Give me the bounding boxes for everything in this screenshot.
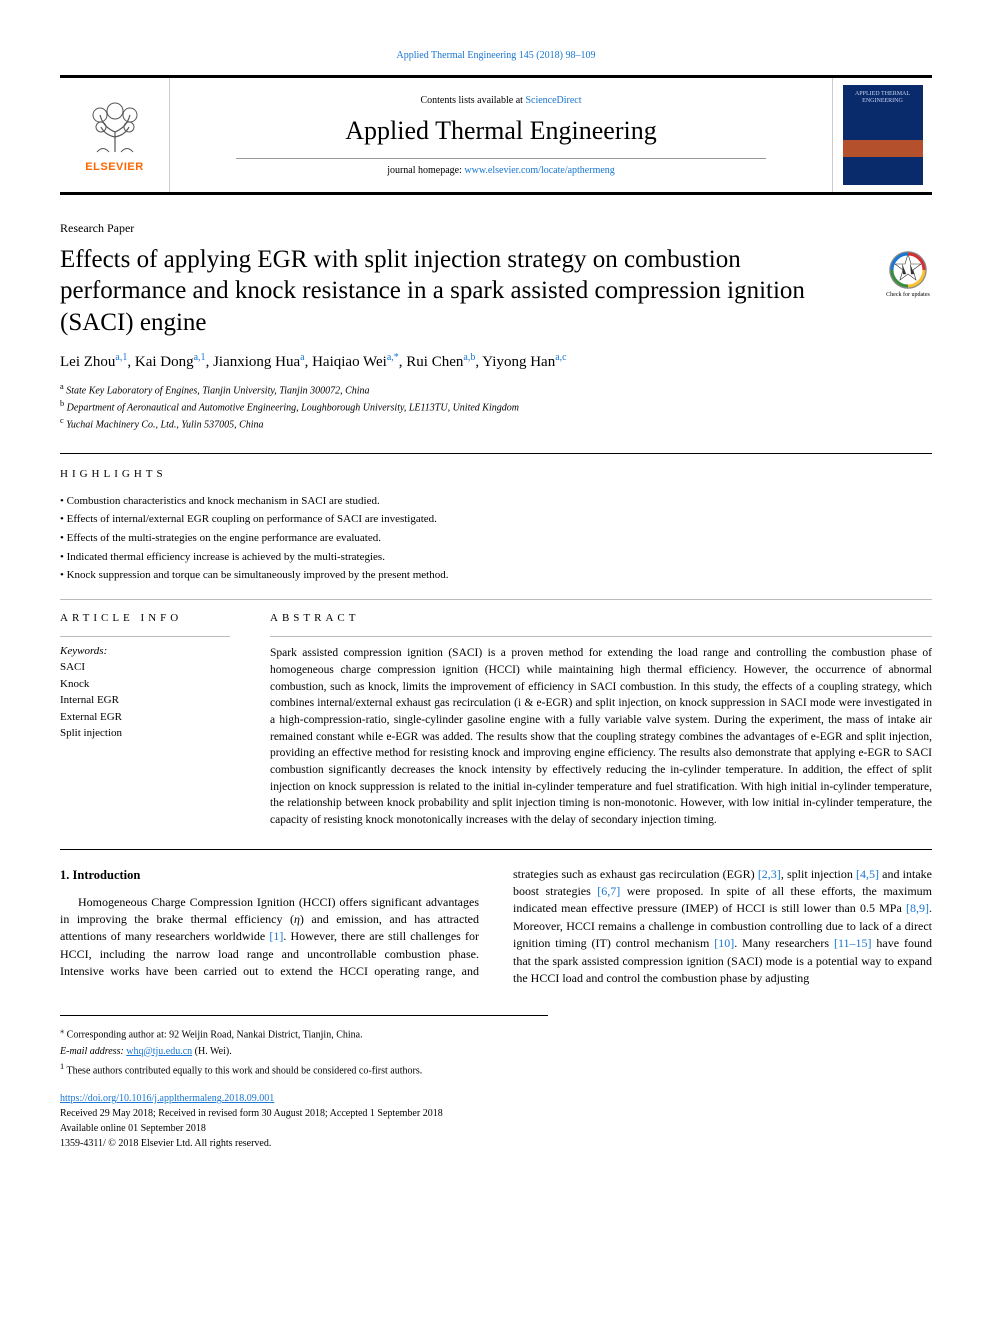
sciencedirect-link[interactable]: ScienceDirect bbox=[525, 95, 581, 106]
highlight-item: Effects of internal/external EGR couplin… bbox=[60, 510, 932, 529]
paper-type: Research Paper bbox=[60, 221, 932, 236]
journal-hp-prefix: journal homepage: bbox=[387, 165, 464, 176]
author-list: Lei Zhoua,1, Kai Donga,1, Jianxiong Huaa… bbox=[60, 352, 932, 371]
highlight-item: Effects of the multi-strategies on the e… bbox=[60, 529, 932, 548]
footnotes: ⁎ Corresponding author at: 92 Weijin Roa… bbox=[60, 1015, 548, 1079]
journal-name: Applied Thermal Engineering bbox=[345, 116, 656, 146]
article-info-label: ARTICLE INFO bbox=[60, 612, 230, 624]
keywords-list: SACIKnockInternal EGRExternal EGRSplit i… bbox=[60, 659, 230, 742]
journal-issue-link[interactable]: Applied Thermal Engineering 145 (2018) 9… bbox=[60, 50, 932, 61]
footnote-corr-text: Corresponding author at: 92 Weijin Road,… bbox=[67, 1030, 363, 1041]
copyright-line: 1359-4311/ © 2018 Elsevier Ltd. All righ… bbox=[60, 1136, 932, 1151]
highlights-list: Combustion characteristics and knock mec… bbox=[60, 492, 932, 585]
available-online: Available online 01 September 2018 bbox=[60, 1121, 932, 1136]
highlights-section: HIGHLIGHTS Combustion characteristics an… bbox=[60, 468, 932, 585]
article-footer: https://doi.org/10.1016/j.applthermaleng… bbox=[60, 1091, 932, 1151]
affiliation-line: b Department of Aeronautical and Automot… bbox=[60, 398, 932, 415]
article-info-column: ARTICLE INFO Keywords: SACIKnockInternal… bbox=[60, 612, 230, 828]
corresponding-email-link[interactable]: whq@tju.edu.cn bbox=[126, 1046, 192, 1057]
footnote-email: E-mail address: whq@tju.edu.cn (H. Wei). bbox=[60, 1044, 548, 1060]
body-two-column: 1. Introduction Homogeneous Charge Compr… bbox=[60, 866, 932, 988]
journal-homepage-link[interactable]: www.elsevier.com/locate/apthermeng bbox=[464, 165, 614, 176]
footnote-equal-contribution: 1 These authors contributed equally to t… bbox=[60, 1060, 548, 1079]
keyword-item: External EGR bbox=[60, 709, 230, 726]
footnote-corresponding: ⁎ Corresponding author at: 92 Weijin Roa… bbox=[60, 1024, 548, 1043]
abstract-text: Spark assisted compression ignition (SAC… bbox=[270, 645, 932, 828]
divider bbox=[60, 453, 932, 454]
affiliations: a State Key Laboratory of Engines, Tianj… bbox=[60, 381, 932, 433]
keyword-item: SACI bbox=[60, 659, 230, 676]
cover-title: APPLIED THERMAL ENGINEERING bbox=[847, 91, 919, 104]
paper-title: Effects of applying EGR with split injec… bbox=[60, 244, 864, 338]
highlight-item: Knock suppression and torque can be simu… bbox=[60, 566, 932, 585]
highlight-item: Indicated thermal efficiency increase is… bbox=[60, 548, 932, 567]
journal-header: ELSEVIER Contents lists available at Sci… bbox=[60, 75, 932, 195]
updates-caption: Check for updates bbox=[886, 292, 930, 299]
elsevier-tree-icon bbox=[75, 97, 155, 157]
contents-prefix: Contents lists available at bbox=[420, 95, 525, 106]
keyword-item: Split injection bbox=[60, 725, 230, 742]
journal-cover-block: APPLIED THERMAL ENGINEERING bbox=[832, 78, 932, 192]
section-heading-introduction: 1. Introduction bbox=[60, 866, 479, 884]
highlight-item: Combustion characteristics and knock mec… bbox=[60, 492, 932, 511]
footnote-email-suffix: (H. Wei). bbox=[192, 1046, 232, 1057]
received-dates: Received 29 May 2018; Received in revise… bbox=[60, 1106, 932, 1121]
affiliation-line: a State Key Laboratory of Engines, Tianj… bbox=[60, 381, 932, 398]
footnote-equal-text: These authors contributed equally to thi… bbox=[67, 1065, 423, 1076]
publisher-logo-block: ELSEVIER bbox=[60, 78, 170, 192]
contents-available: Contents lists available at ScienceDirec… bbox=[420, 95, 581, 106]
check-for-updates-badge[interactable]: Check for updates bbox=[884, 250, 932, 299]
footnote-email-label: E-mail address: bbox=[60, 1046, 126, 1057]
crossmark-icon bbox=[888, 250, 928, 290]
publisher-name: ELSEVIER bbox=[85, 161, 143, 173]
keyword-item: Internal EGR bbox=[60, 692, 230, 709]
journal-cover-thumbnail: APPLIED THERMAL ENGINEERING bbox=[843, 85, 923, 185]
divider bbox=[270, 636, 932, 637]
article-info-abstract-row: ARTICLE INFO Keywords: SACIKnockInternal… bbox=[60, 612, 932, 828]
abstract-label: ABSTRACT bbox=[270, 612, 932, 624]
keywords-heading: Keywords: bbox=[60, 645, 230, 657]
divider bbox=[60, 636, 230, 637]
doi-link[interactable]: https://doi.org/10.1016/j.applthermaleng… bbox=[60, 1093, 274, 1104]
keyword-item: Knock bbox=[60, 676, 230, 693]
highlights-label: HIGHLIGHTS bbox=[60, 468, 932, 480]
divider bbox=[60, 599, 932, 600]
affiliation-line: c Yuchai Machinery Co., Ltd., Yulin 5370… bbox=[60, 415, 932, 432]
abstract-column: ABSTRACT Spark assisted compression igni… bbox=[270, 612, 932, 828]
introduction-paragraph: Homogeneous Charge Compression Ignition … bbox=[60, 866, 932, 988]
journal-header-center: Contents lists available at ScienceDirec… bbox=[170, 78, 832, 192]
divider bbox=[60, 849, 932, 850]
journal-homepage-line: journal homepage: www.elsevier.com/locat… bbox=[236, 158, 766, 176]
